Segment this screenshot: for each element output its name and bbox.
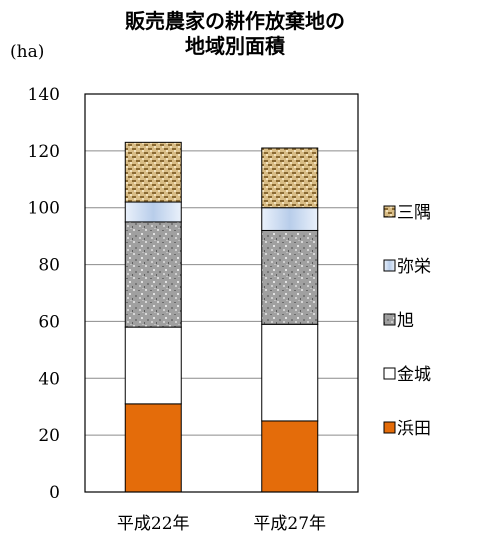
legend-swatch [383, 421, 396, 434]
bar-segment-1-0 [261, 420, 319, 493]
x-axis-ticks: 平成22年 平成27年 [117, 514, 326, 534]
plot-area [84, 93, 359, 493]
bar-segment-1-2 [261, 229, 319, 325]
y-tick-label: 140 [28, 85, 60, 105]
bars [124, 141, 319, 493]
legend-swatch [383, 205, 396, 218]
bar-segment-1-1 [261, 323, 319, 422]
y-axis-unit-label: (ha) [10, 42, 44, 62]
bar-segment-0-1 [124, 326, 182, 405]
bar-segment-0-3 [124, 201, 182, 223]
y-tick-label: 60 [38, 312, 60, 332]
chart-title-line: 販売農家の耕作放棄地の [125, 9, 345, 33]
y-tick-label: 0 [49, 483, 60, 503]
legend-label: 旭 [397, 311, 414, 331]
legend-swatch [383, 259, 396, 272]
y-tick-label: 20 [38, 426, 60, 446]
legend-label: 金城 [397, 365, 431, 385]
bar-segment-0-0 [124, 403, 182, 493]
legend-swatch [383, 367, 396, 380]
y-tick-label: 80 [38, 256, 60, 276]
x-tick-label: 平成22年 [117, 514, 190, 534]
y-tick-label: 120 [28, 142, 60, 162]
bar-segment-0-4 [124, 141, 182, 203]
x-tick-label: 平成27年 [253, 514, 326, 534]
chart-title-line: 地域別面積 [185, 34, 286, 58]
bar-segment-0-2 [124, 221, 182, 328]
legend-label: 浜田 [397, 419, 431, 439]
y-tick-label: 100 [28, 199, 60, 219]
y-axis-ticks: 0 20 40 60 80 100 120 140 [28, 85, 60, 503]
y-tick-label: 40 [38, 369, 60, 389]
legend-label: 三隅 [397, 203, 431, 223]
bar-segment-1-3 [261, 207, 319, 231]
bar-segment-1-4 [261, 147, 319, 209]
legend-label: 弥栄 [397, 257, 431, 277]
legend-swatch [383, 313, 396, 326]
